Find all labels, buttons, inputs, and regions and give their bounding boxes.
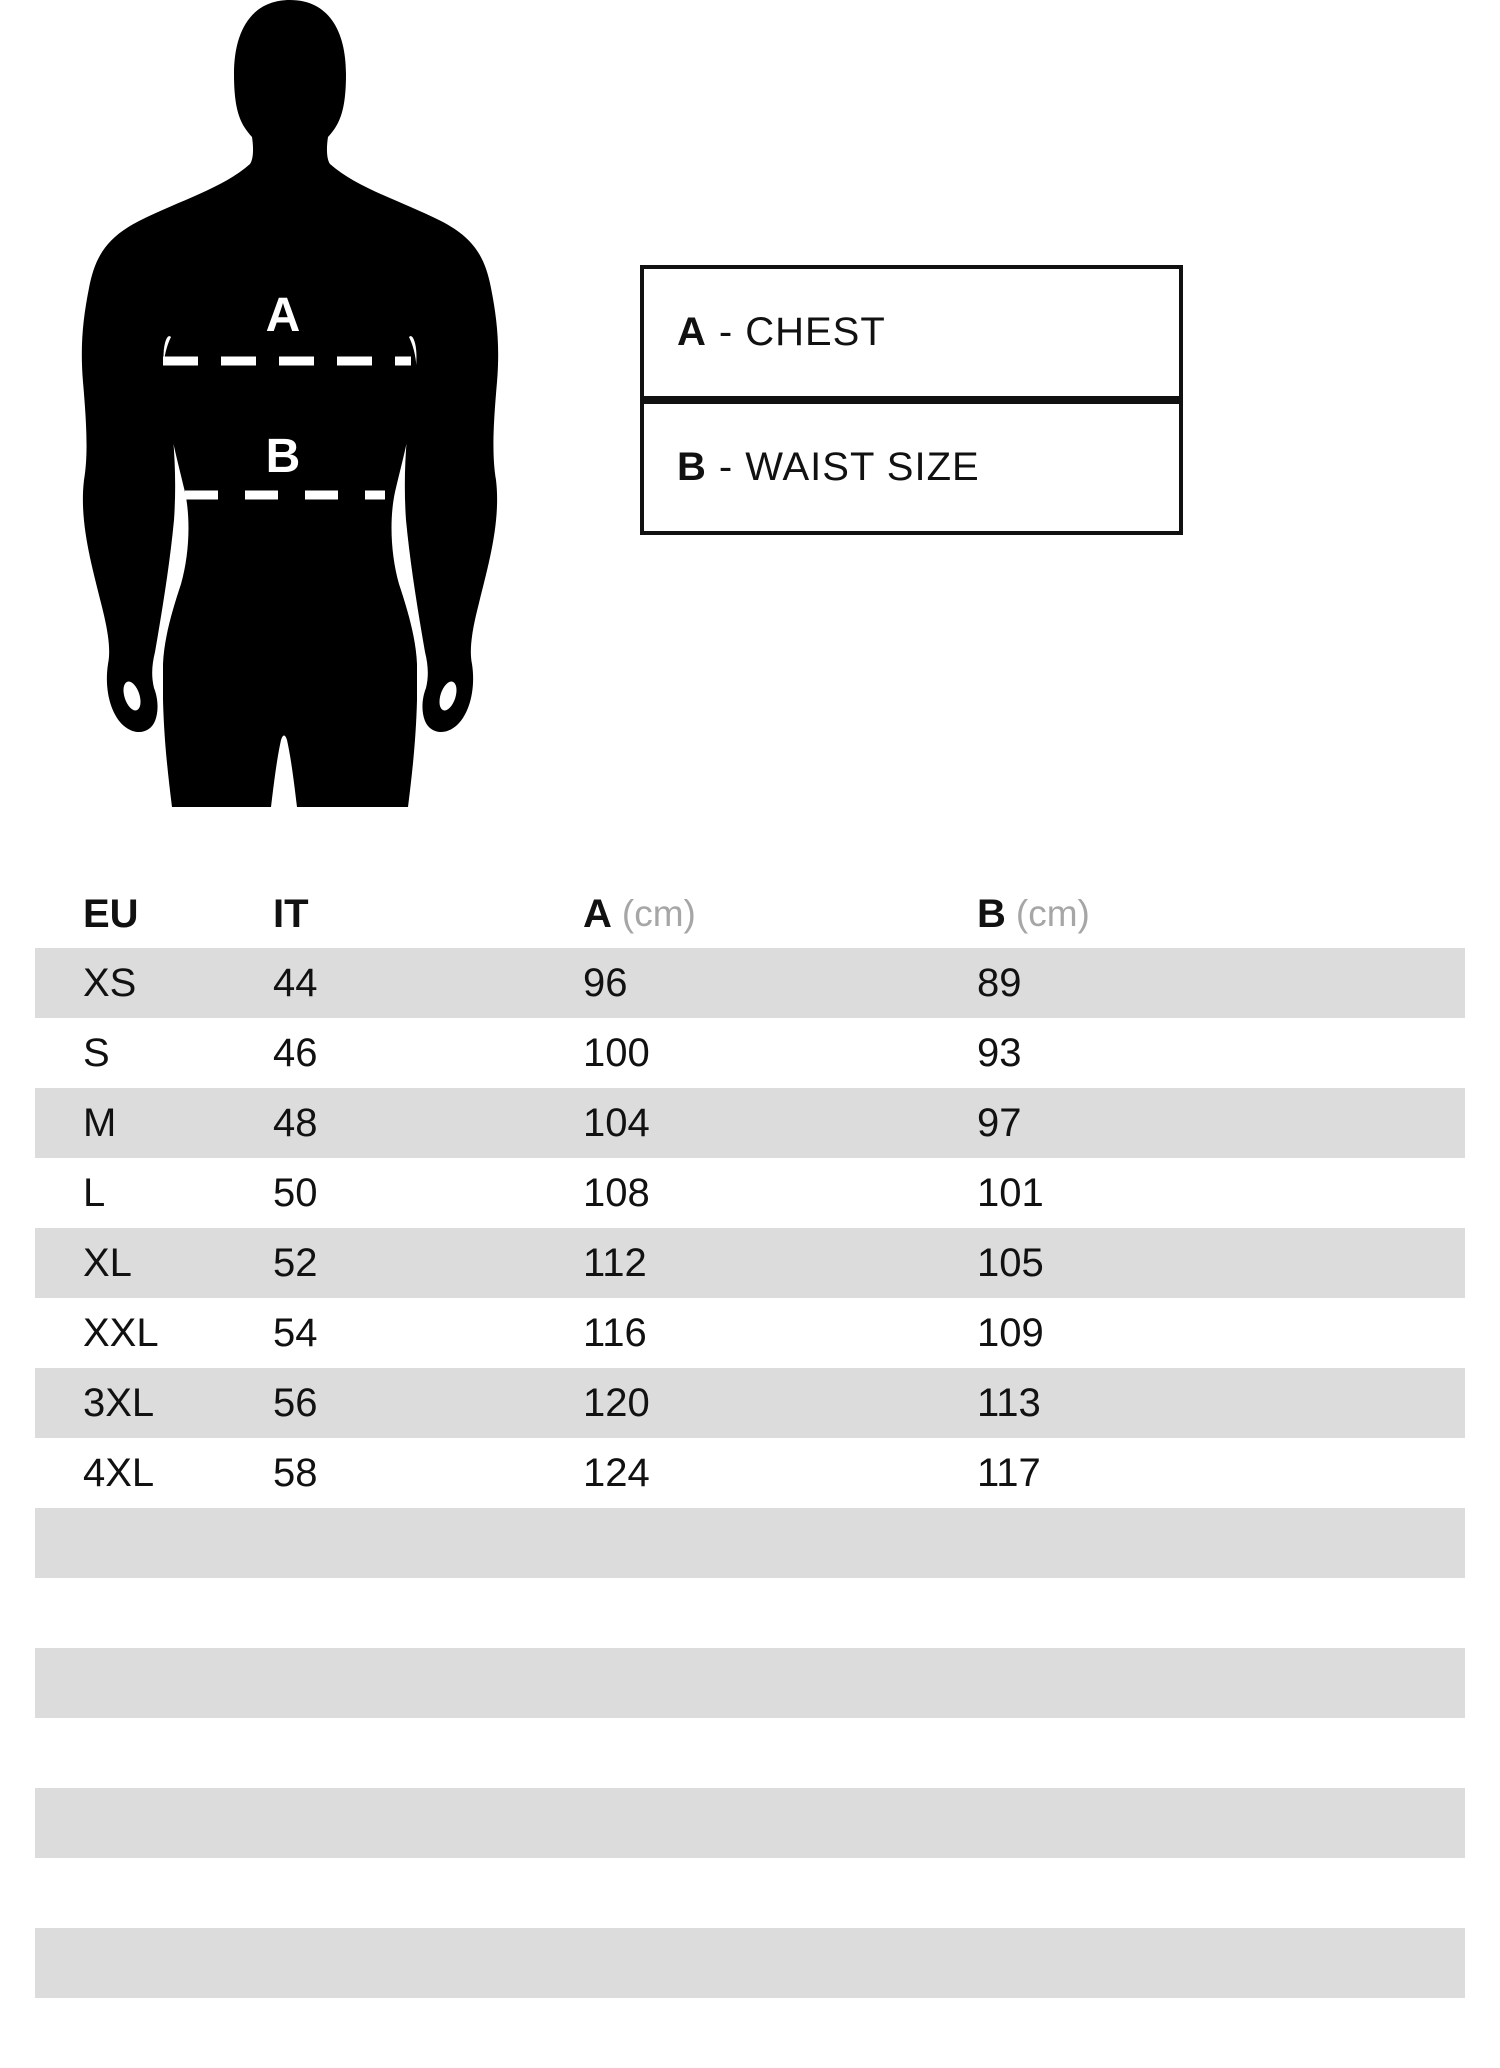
- column-header-b-cm: B (cm): [977, 880, 1090, 948]
- male-silhouette-icon: A B: [81, 0, 499, 807]
- measurement-legend: A - CHEST B - WAIST SIZE: [640, 265, 1183, 535]
- header-unit: (cm): [1015, 893, 1090, 934]
- table-row: XXL 54 116 109: [35, 1298, 1465, 1368]
- table-row: L 50 108 101: [35, 1158, 1465, 1228]
- cell-a-chest-cm: 120: [583, 1380, 650, 1425]
- table-rows: XS 44 96 89 S 46 100 93 M 48 104 97 L 50…: [35, 948, 1465, 2068]
- empty-row: [35, 1578, 1465, 1648]
- legend-key-b: B: [677, 445, 707, 489]
- cell-a-chest-cm: 124: [583, 1450, 650, 1495]
- cell-a-chest-cm: 104: [583, 1100, 650, 1145]
- chest-marker-label: A: [266, 289, 301, 342]
- cell-a-chest-cm: 108: [583, 1170, 650, 1215]
- legend-separator: -: [718, 310, 734, 354]
- legend-label-waist: WAIST SIZE: [745, 445, 980, 489]
- cell-b-waist-cm: 93: [977, 1030, 1022, 1075]
- table-row: 4XL 58 124 117: [35, 1438, 1465, 1508]
- cell-eu-size: M: [83, 1100, 117, 1145]
- cell-b-waist-cm: 89: [977, 960, 1022, 1005]
- cell-eu-size: L: [83, 1170, 106, 1215]
- cell-eu-size: XXL: [83, 1310, 159, 1355]
- cell-eu-size: S: [83, 1030, 110, 1075]
- legend-key-a: A: [677, 310, 707, 354]
- cell-a-chest-cm: 96: [583, 960, 628, 1005]
- column-header-a-cm: A (cm): [583, 880, 696, 948]
- cell-eu-size: XL: [83, 1240, 132, 1285]
- size-table-header: EU IT A (cm) B (cm): [35, 880, 1465, 948]
- cell-a-chest-cm: 112: [583, 1240, 647, 1285]
- empty-row: [35, 1718, 1465, 1788]
- cell-eu-size: 3XL: [83, 1380, 155, 1425]
- table-row: XL 52 112 105: [35, 1228, 1465, 1298]
- empty-row: [35, 1648, 1465, 1718]
- cell-it-size: 46: [273, 1030, 318, 1075]
- right-thumb-gap: [439, 681, 457, 711]
- table-row: XS 44 96 89: [35, 948, 1465, 1018]
- cell-b-waist-cm: 117: [977, 1450, 1041, 1495]
- silhouette-shape: [81, 0, 499, 807]
- cell-b-waist-cm: 97: [977, 1100, 1022, 1145]
- column-header-it: IT: [273, 880, 319, 948]
- cell-it-size: 50: [273, 1170, 318, 1215]
- cell-b-waist-cm: 109: [977, 1310, 1044, 1355]
- cell-it-size: 52: [273, 1240, 318, 1285]
- legend-box-chest: A - CHEST: [640, 265, 1183, 400]
- empty-row: [35, 1998, 1465, 2068]
- waist-marker-label: B: [266, 430, 301, 483]
- cell-a-chest-cm: 100: [583, 1030, 650, 1075]
- legend-label-chest: CHEST: [745, 310, 886, 354]
- body-measurement-figure: A B: [75, 0, 505, 807]
- header-label: EU: [83, 891, 139, 936]
- table-row: 3XL 56 120 113: [35, 1368, 1465, 1438]
- legend-box-waist: B - WAIST SIZE: [640, 400, 1183, 535]
- cell-it-size: 56: [273, 1380, 318, 1425]
- cell-it-size: 58: [273, 1450, 318, 1495]
- legend-separator: -: [718, 445, 734, 489]
- cell-it-size: 48: [273, 1100, 318, 1145]
- header-label: B: [977, 891, 1006, 936]
- cell-it-size: 44: [273, 960, 318, 1005]
- empty-row: [35, 1788, 1465, 1858]
- left-thumb-gap: [123, 681, 141, 711]
- cell-it-size: 54: [273, 1310, 318, 1355]
- table-row: M 48 104 97: [35, 1088, 1465, 1158]
- cell-eu-size: 4XL: [83, 1450, 155, 1495]
- cell-a-chest-cm: 116: [583, 1310, 647, 1355]
- header-unit: (cm): [621, 893, 696, 934]
- table-row: S 46 100 93: [35, 1018, 1465, 1088]
- cell-b-waist-cm: 101: [977, 1170, 1044, 1215]
- empty-row: [35, 1928, 1465, 1998]
- size-table: EU IT A (cm) B (cm) XS 44 96 89 S 46 100…: [35, 880, 1465, 2068]
- cell-b-waist-cm: 113: [977, 1380, 1041, 1425]
- header-label: IT: [273, 891, 309, 936]
- empty-row: [35, 1858, 1465, 1928]
- cell-b-waist-cm: 105: [977, 1240, 1044, 1285]
- header-label: A: [583, 891, 612, 936]
- column-header-eu: EU: [83, 880, 149, 948]
- size-guide-page: { "figure": { "chest_marker": "A", "wais…: [35, 0, 1465, 1998]
- cell-eu-size: XS: [83, 960, 137, 1005]
- empty-row: [35, 1508, 1465, 1578]
